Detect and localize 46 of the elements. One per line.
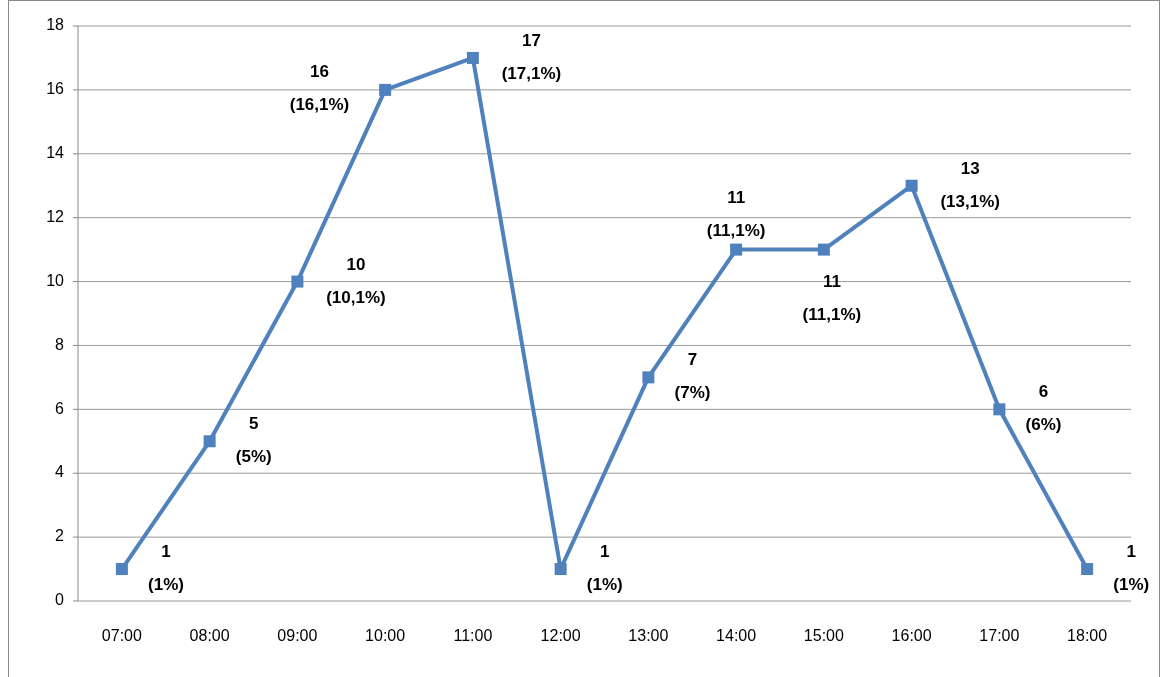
y-tick-label: 4 bbox=[55, 463, 65, 481]
x-tick-label: 11:00 bbox=[453, 627, 493, 645]
data-label: 6 (6%) bbox=[1025, 382, 1062, 435]
data-label: 1 (1%) bbox=[148, 542, 185, 595]
y-tick-label: 18 bbox=[46, 16, 65, 34]
data-label: 7 (7%) bbox=[674, 350, 711, 403]
y-tick-label: 0 bbox=[55, 591, 65, 609]
x-tick-label: 14:00 bbox=[716, 627, 757, 645]
x-tick-label: 13:00 bbox=[628, 627, 669, 645]
y-tick-label: 2 bbox=[55, 527, 65, 545]
data-label: 10 (10,1%) bbox=[326, 255, 386, 308]
data-label: 5 (5%) bbox=[235, 414, 272, 467]
x-tick-label: 07:00 bbox=[101, 627, 142, 645]
x-tick-label: 17:00 bbox=[979, 627, 1020, 645]
x-tick-label: 08:00 bbox=[189, 627, 230, 645]
data-label: 1 (1%) bbox=[1113, 542, 1150, 595]
data-label: 11 (11,1%) bbox=[706, 188, 766, 241]
point bbox=[817, 243, 830, 256]
x-tick-label: 12:00 bbox=[540, 627, 581, 645]
x-tick-label: 18:00 bbox=[1067, 627, 1108, 645]
y-tick-label: 6 bbox=[55, 399, 65, 417]
x-tick-label: 09:00 bbox=[277, 627, 318, 645]
point bbox=[905, 179, 918, 192]
data-label: 16 (16,1%) bbox=[289, 62, 350, 115]
point bbox=[115, 563, 128, 576]
point bbox=[379, 83, 392, 96]
point bbox=[554, 563, 567, 576]
y-tick-label: 16 bbox=[46, 80, 65, 98]
point bbox=[730, 243, 743, 256]
x-tick-label: 10:00 bbox=[365, 627, 406, 645]
point bbox=[993, 403, 1006, 416]
data-label: 13 (13,1%) bbox=[940, 159, 1000, 212]
point bbox=[642, 371, 655, 384]
x-tick-label: 16:00 bbox=[891, 627, 932, 645]
point bbox=[291, 275, 304, 288]
y-tick-label: 12 bbox=[46, 207, 65, 225]
point bbox=[466, 51, 479, 64]
y-tick-label: 8 bbox=[55, 335, 65, 353]
y-tick-label: 14 bbox=[46, 144, 65, 162]
data-label: 1 (1%) bbox=[586, 542, 623, 595]
data-label: 17 (17,1%) bbox=[501, 31, 562, 84]
data-label: 11 (11,1%) bbox=[802, 272, 862, 325]
point bbox=[203, 435, 216, 448]
x-tick-label: 15:00 bbox=[803, 627, 844, 645]
y-tick-label: 10 bbox=[46, 271, 65, 289]
point bbox=[1081, 563, 1094, 576]
